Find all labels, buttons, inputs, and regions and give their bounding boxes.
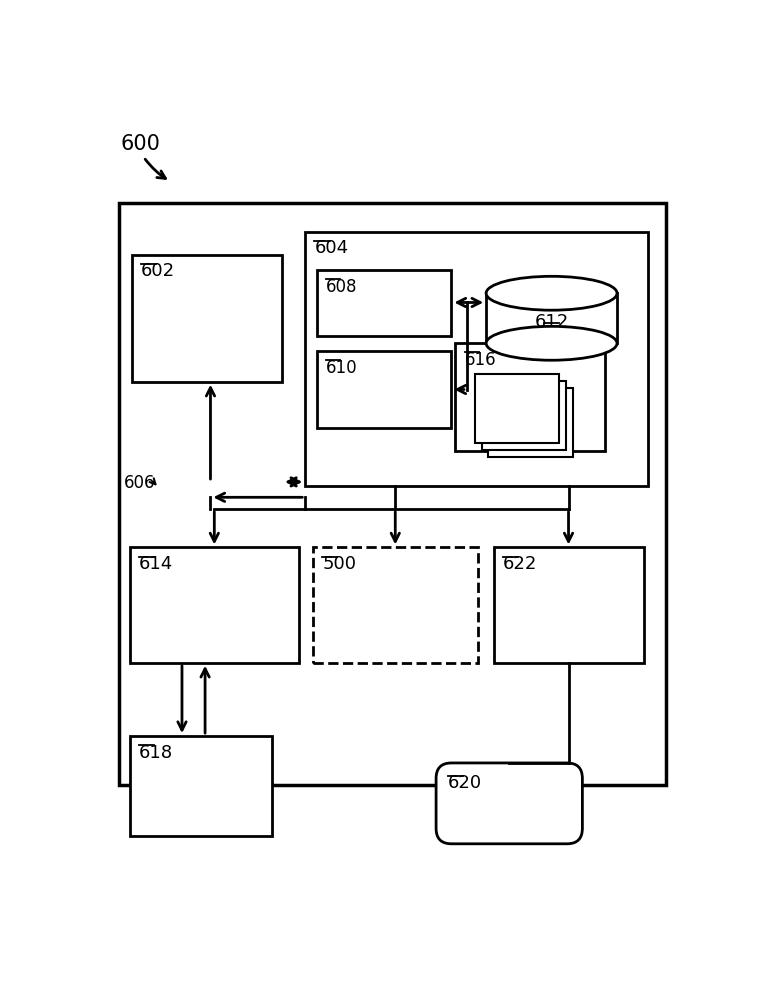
Bar	[132, 255, 282, 382]
Text: 616: 616	[465, 351, 496, 369]
Text: 612: 612	[534, 313, 568, 331]
Bar	[317, 270, 452, 336]
Bar	[305, 232, 648, 486]
Bar	[488, 388, 573, 457]
Bar	[130, 736, 272, 836]
Text: 618: 618	[139, 744, 173, 762]
Text: 614: 614	[139, 555, 173, 573]
Text: 620: 620	[448, 774, 481, 792]
Bar	[486, 293, 617, 343]
Text: 600: 600	[121, 134, 160, 154]
Text: 622: 622	[503, 555, 537, 573]
Bar	[456, 343, 606, 451]
Bar	[317, 351, 452, 428]
Text: 500: 500	[322, 555, 356, 573]
Bar	[130, 547, 299, 663]
Text: 602: 602	[141, 262, 175, 280]
Bar	[481, 381, 566, 450]
FancyBboxPatch shape	[436, 763, 582, 844]
Text: 604: 604	[314, 239, 349, 257]
Ellipse shape	[486, 326, 617, 360]
Text: 608: 608	[326, 278, 358, 296]
Bar	[313, 547, 478, 663]
Ellipse shape	[486, 276, 617, 310]
Text: 610: 610	[326, 359, 358, 377]
Bar	[475, 374, 559, 443]
Bar	[119, 203, 665, 785]
Text: 606: 606	[124, 474, 156, 492]
Bar	[494, 547, 644, 663]
